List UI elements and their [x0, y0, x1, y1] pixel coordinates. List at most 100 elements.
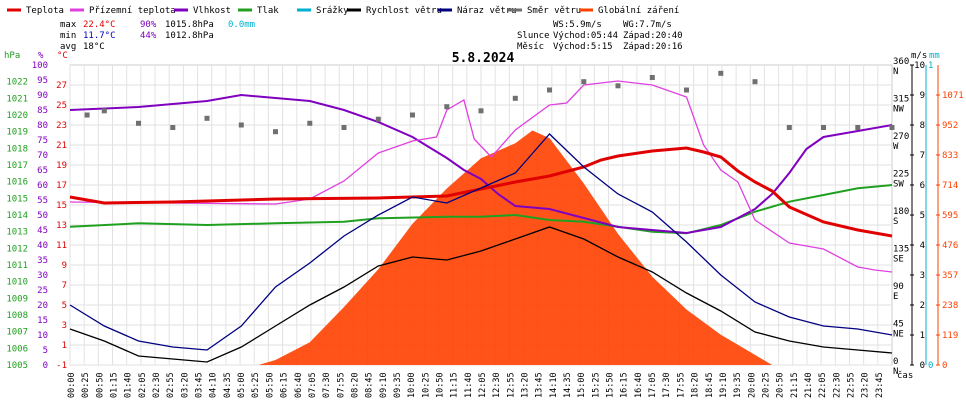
pressure-tick-label: 1012	[6, 244, 28, 254]
wind-direction-tick-label: 315	[893, 95, 909, 105]
x-tick-label: 06:15	[280, 372, 290, 398]
wind-direction-tick-label: 360	[893, 57, 909, 67]
humidity-tick-label: 55	[37, 196, 48, 206]
x-tick-label: 11:15	[450, 372, 460, 398]
wind-direction-tick-label: 270	[893, 132, 909, 142]
x-tick-label: 09:35	[393, 372, 403, 398]
x-tick-label: 15:50	[606, 372, 616, 398]
legend-label: Teplota	[26, 6, 64, 16]
x-tick-label: 21:15	[790, 372, 800, 398]
x-tick-label: 10:00	[407, 372, 417, 398]
x-tick-label: 12:30	[492, 372, 502, 398]
x-tick-label: 10:25	[421, 372, 431, 398]
stats-max-temp: 22.4°C	[83, 20, 116, 30]
wind-direction-point	[273, 129, 278, 135]
wind-direction-point	[889, 125, 895, 130]
legend-label: Náraz větru	[457, 6, 517, 16]
axis-unit-wind: m/s	[911, 51, 927, 61]
stats-sun-label: Slunce	[517, 31, 550, 41]
x-tick-label: 09:10	[379, 372, 389, 398]
wind-direction-tick-label: 225	[893, 170, 909, 180]
x-tick-label: 05:25	[251, 372, 261, 398]
humidity-tick-label: 25	[37, 286, 48, 296]
x-tick-label: 19:10	[719, 372, 729, 398]
wind-direction-compass-label: NE	[893, 330, 904, 340]
axis-unit-humidity: %	[38, 51, 44, 61]
stats-max-hum: 90%	[140, 20, 157, 30]
axis-unit-rain: mm	[929, 51, 940, 61]
x-tick-label: 04:35	[223, 372, 233, 398]
series-line-vlhkost	[69, 93, 893, 235]
humidity-tick-label: 45	[37, 226, 48, 236]
legend-label: Tlak	[257, 6, 279, 16]
series-line-naraz-vetru	[69, 133, 893, 351]
legend-label: Rychlost větru	[366, 6, 442, 16]
wind-direction-point	[101, 108, 107, 114]
wind-direction-point	[238, 122, 244, 128]
wind-direction-compass-label: SE	[893, 255, 904, 265]
wind-direction-point	[581, 79, 587, 85]
stats-block: max 22.4°C 90% 1015.8hPa 0.0mm min 11.7°…	[60, 20, 683, 52]
legend-label: Přízemní teplota	[89, 6, 176, 16]
x-tick-label: 13:20	[521, 372, 531, 398]
wind-direction-point	[684, 87, 689, 93]
legend-label: Globální záření	[598, 6, 679, 16]
wind-speed-tick-label: 6	[920, 181, 925, 191]
x-tick-label: 12:55	[506, 372, 516, 398]
wind-direction-compass-label: N	[893, 367, 898, 377]
pressure-tick-label: 1020	[6, 111, 28, 121]
x-tick-label: 03:20	[180, 372, 190, 398]
radiation-tick-label: 119	[942, 331, 958, 341]
stats-avg-temp: 18°C	[83, 42, 105, 52]
wind-direction-point	[786, 125, 792, 130]
pressure-tick-label: 1010	[6, 278, 28, 288]
x-tick-label: 10:50	[435, 372, 445, 398]
chart-title: 5.8.2024	[452, 51, 515, 66]
pressure-tick-label: 1021	[6, 94, 28, 104]
wind-direction-point	[855, 125, 861, 130]
radiation-tick-label: 595	[942, 211, 958, 221]
x-tick-label: 18:20	[691, 372, 701, 398]
stats-sun-set: Západ:20:40	[623, 31, 683, 41]
temperature-tick-label: 19	[56, 161, 67, 171]
wind-speed-tick-label: 1	[920, 331, 925, 341]
temperature-tick-label: 7	[62, 281, 67, 291]
stats-moon-rise: Východ:5:15	[553, 42, 613, 52]
wind-direction-point	[170, 125, 176, 130]
pressure-tick-label: 1005	[6, 361, 28, 371]
humidity-tick-label: 70	[37, 151, 48, 161]
wind-direction-compass-label: W	[893, 142, 899, 152]
wind-direction-point	[375, 116, 381, 122]
wind-speed-tick-label: 7	[920, 151, 925, 161]
temperature-tick-label: 15	[56, 201, 67, 211]
legend-label: Směr větru	[527, 6, 581, 16]
radiation-tick-label: 714	[942, 181, 958, 191]
rain-tick-label: 0	[928, 361, 933, 371]
x-tick-label: 02:05	[138, 372, 148, 398]
x-tick-label: 14:35	[563, 372, 573, 398]
pressure-tick-label: 1014	[6, 211, 28, 221]
stats-avg-label: avg	[60, 42, 76, 52]
humidity-tick-label: 5	[43, 346, 48, 356]
wind-speed-tick-label: 8	[920, 121, 925, 131]
wind-speed-tick-label: 10	[914, 61, 925, 71]
x-tick-label: 07:30	[322, 372, 332, 398]
radiation-tick-label: 833	[942, 151, 958, 161]
x-tick-label: 17:05	[648, 372, 658, 398]
temperature-tick-label: 25	[56, 101, 67, 111]
temperature-tick-label: -1	[56, 361, 67, 371]
x-tick-label: 17:55	[676, 372, 686, 398]
radiation-tick-label: 0	[942, 361, 947, 371]
wind-speed-tick-label: 3	[920, 271, 925, 281]
temperature-tick-label: 9	[62, 261, 67, 271]
stats-min-label: min	[60, 31, 76, 41]
axis-unit-time: čas	[897, 370, 913, 381]
wind-direction-point	[649, 75, 655, 80]
x-tick-label: 23:45	[875, 372, 885, 398]
wind-direction-tick-label: 180	[893, 207, 909, 217]
humidity-tick-label: 35	[37, 256, 48, 266]
humidity-tick-label: 75	[37, 136, 48, 146]
axes: hPa% °C m/s mmčas10051006100710081009101010…	[4, 51, 964, 398]
x-tick-label: 22:55	[846, 372, 856, 398]
